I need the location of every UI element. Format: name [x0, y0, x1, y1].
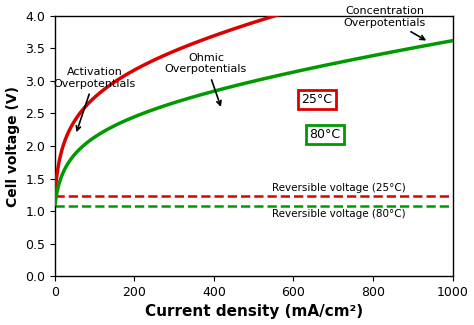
Text: Reversible voltage (80°C): Reversible voltage (80°C)	[272, 210, 405, 219]
Text: 25°C: 25°C	[301, 93, 332, 106]
Text: 80°C: 80°C	[310, 128, 340, 141]
Text: Concentration
Overpotentials: Concentration Overpotentials	[344, 6, 426, 40]
Text: Ohmic
Overpotentials: Ohmic Overpotentials	[165, 53, 247, 105]
X-axis label: Current density (mA/cm²): Current density (mA/cm²)	[145, 305, 363, 319]
Text: Activation
Overpotentials: Activation Overpotentials	[54, 67, 136, 131]
Y-axis label: Cell voltage (V): Cell voltage (V)	[6, 85, 19, 206]
Text: Reversible voltage (25°C): Reversible voltage (25°C)	[272, 183, 405, 192]
